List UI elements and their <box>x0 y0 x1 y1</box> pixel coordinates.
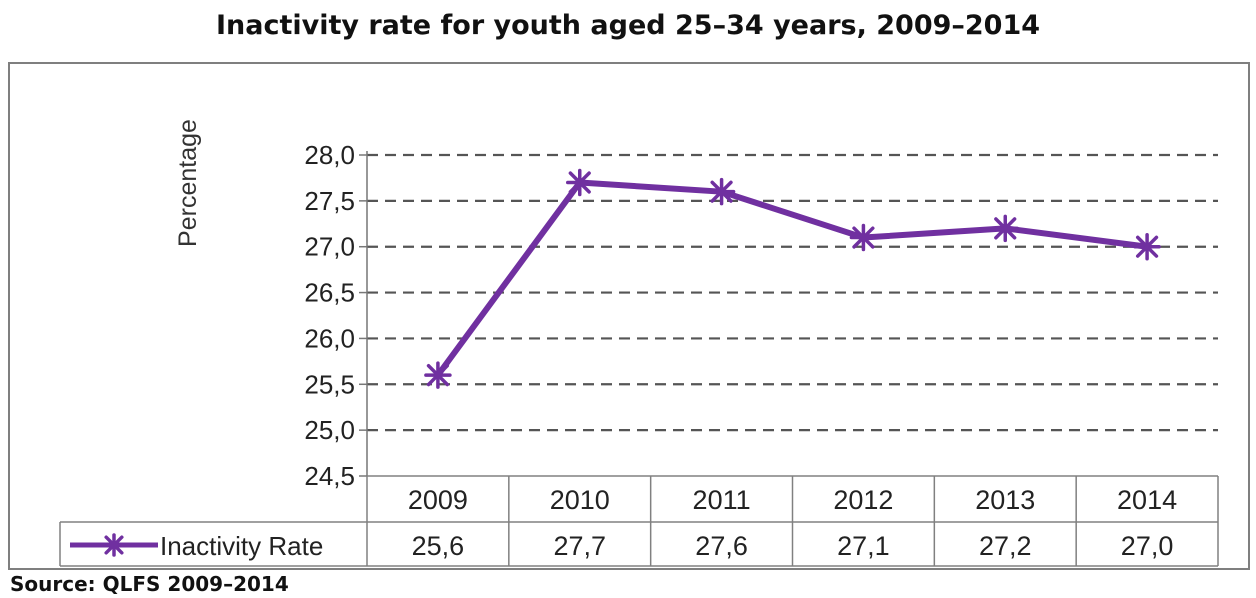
gridlines <box>367 153 1218 432</box>
axes <box>359 151 368 477</box>
data-table-value: 27,2 <box>979 531 1032 561</box>
data-point-marker <box>707 177 736 206</box>
series-inactivity-rate <box>424 168 1161 389</box>
asterisk-icon <box>102 533 126 557</box>
data-table-value: 25,6 <box>412 531 465 561</box>
x-category-label: 2013 <box>975 485 1035 515</box>
data-table-value: 27,7 <box>553 531 606 561</box>
y-tick-label: 25,0 <box>304 415 355 445</box>
y-tick-label: 25,5 <box>304 369 355 399</box>
y-tick-labels: 24,5 25,0 25,5 26,0 26,5 27,0 27,5 28,0 <box>304 140 355 491</box>
y-axis-label: Percentage <box>174 119 202 247</box>
source-note: Source: QLFS 2009–2014 <box>10 572 289 596</box>
legend-label: Inactivity Rate <box>160 531 323 561</box>
series-line <box>435 179 1148 377</box>
x-category-label: 2012 <box>833 485 893 515</box>
x-category-label: 2010 <box>550 485 610 515</box>
chart-title: Inactivity rate for youth aged 25–34 yea… <box>215 10 1041 41</box>
data-table-value: 27,6 <box>695 531 748 561</box>
data-point-marker <box>424 361 452 389</box>
data-point-marker <box>991 214 1019 243</box>
data-table: 2009 25,6 2010 27,7 2011 27,6 2012 27,1 2013 27,2… <box>59 475 1219 567</box>
legend-marker-icon <box>102 533 126 557</box>
y-tick-label: 27,5 <box>304 186 355 216</box>
y-tick-label: 26,5 <box>304 278 355 308</box>
data-table-value: 27,0 <box>1121 531 1174 561</box>
y-tick-label: 24,5 <box>304 461 355 491</box>
x-category-label: 2011 <box>693 485 751 515</box>
data-table-value: 27,1 <box>837 531 890 561</box>
x-category-label: 2009 <box>408 485 468 515</box>
y-tick-label: 28,0 <box>304 140 355 170</box>
y-tick-label: 26,0 <box>304 323 355 353</box>
y-tick-label: 27,0 <box>304 232 355 262</box>
x-category-label: 2014 <box>1117 485 1177 515</box>
legend: Inactivity Rate <box>70 531 323 561</box>
chart-area <box>8 62 1250 570</box>
data-point-marker <box>1133 232 1161 261</box>
data-point-marker <box>566 168 594 197</box>
data-point-marker <box>849 223 878 252</box>
